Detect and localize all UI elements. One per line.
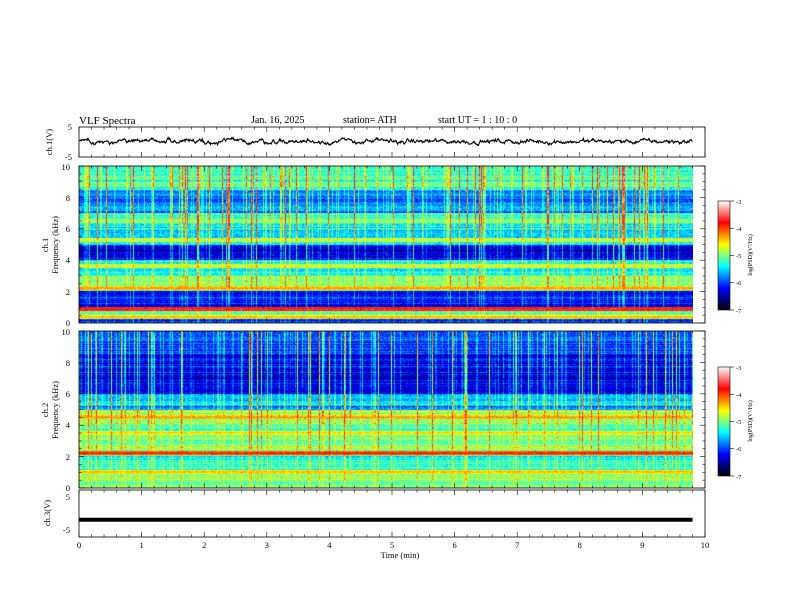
ch1-ytick-0: 0 [66, 318, 70, 328]
ch2-spectrogram-panel: 0 2 4 6 8 10 ch.2 Frequency (kHz) [40, 327, 706, 493]
ch2-spectrogram-ylabel-channel: ch.2 [40, 403, 50, 417]
colorbar-ch1-gradient [718, 201, 730, 310]
ch2-spectrogram-ylabel-frequency: Frequency (kHz) [50, 381, 60, 439]
ch1-ytick-2: 2 [66, 287, 70, 297]
time-tick-label: 3 [265, 540, 269, 550]
ch1-spectrogram-panel: 0 2 4 6 8 10 ch.1 Frequency (kHz) [40, 162, 706, 328]
figure-title: VLF Spectra [79, 115, 136, 127]
time-tick-label: 6 [452, 540, 456, 550]
time-tick-label: 5 [390, 540, 394, 550]
ch1-freq-tick-labels: 0 2 4 6 8 10 [62, 162, 71, 328]
ch1-waveform-ticks [78, 127, 706, 157]
time-tick-label: 10 [701, 540, 710, 550]
ch1-spectrogram-image [79, 166, 693, 323]
time-axis-label: Time (min) [381, 550, 420, 560]
time-axis-tick-labels: 0 1 2 3 4 5 6 7 8 9 10 [77, 540, 709, 550]
date-label: Jan. 16, 2025 [251, 115, 304, 126]
colorbar-ch1-tick: -4 [736, 226, 742, 233]
time-tick-label: 1 [139, 540, 143, 550]
ch3-ytick-top: 5 [66, 492, 70, 502]
ch1-ytick-8: 8 [66, 193, 70, 203]
ch1-ytick-6: 6 [66, 224, 70, 234]
colorbar-ch2-ticks: -3 -4 -5 -6 -7 [730, 365, 742, 481]
ch1-ylabel: ch.1(V) [44, 129, 54, 155]
station-label: station= ATH [343, 115, 397, 126]
colorbar-ch1-ticks: -3 -4 -5 -6 -7 [730, 199, 742, 315]
ch2-ytick-10: 10 [62, 327, 71, 337]
time-tick-label: 4 [327, 540, 332, 550]
ch2-ytick-2: 2 [66, 452, 70, 462]
ch2-ytick-8: 8 [66, 358, 70, 368]
colorbar-ch1: -3 -4 -5 -6 -7 log(PSD)(V²/Hz) [717, 199, 754, 315]
colorbar-ch2: -3 -4 -5 -6 -7 log(PSD)(V²/Hz) [717, 365, 754, 481]
colorbar-ch1-tick: -7 [736, 308, 742, 315]
ch1-spectrogram-ticks [78, 165, 706, 324]
colorbar-ch1-label: log(PSD)(V²/Hz) [747, 234, 754, 275]
ch3-waveform-frame [78, 489, 706, 538]
ch3-waveform-panel: 5 -5 ch.3(V) [42, 489, 706, 538]
ch1-ytick-top: 5 [68, 122, 72, 132]
ch3-waveform-ticks [78, 490, 706, 537]
time-tick-label: 7 [515, 540, 519, 550]
time-tick-label: 9 [640, 540, 644, 550]
colorbar-ch2-tick: -6 [736, 446, 742, 453]
colorbar-ch2-tick: -3 [736, 365, 741, 372]
colorbar-ch1-tick: -3 [736, 199, 741, 206]
colorbar-ch2-tick: -7 [736, 474, 742, 481]
colorbar-ch2-label: log(PSD)(V²/Hz) [747, 400, 754, 441]
colorbar-ch1-tick: -6 [736, 280, 742, 287]
ch2-ytick-6: 6 [66, 389, 70, 399]
colorbar-ch2-tick: -4 [736, 392, 742, 399]
ch1-ytick-4: 4 [66, 255, 71, 265]
ch2-spectrogram-image [79, 331, 693, 488]
ch1-ytick-10: 10 [62, 162, 71, 172]
ch2-ytick-0: 0 [66, 483, 70, 493]
ch2-ytick-4: 4 [66, 420, 71, 430]
time-tick-label: 8 [578, 540, 582, 550]
ch1-spectrogram-ylabel-frequency: Frequency (kHz) [50, 216, 60, 274]
colorbar-ch1-tick: -5 [736, 253, 741, 260]
colorbar-ch2-tick: -5 [736, 419, 741, 426]
colorbar-ch2-gradient [718, 367, 730, 476]
ch1-waveform-panel: 5 -5 ch.1(V) [44, 122, 706, 162]
ch1-ytick-bottom: -5 [65, 152, 72, 162]
start-ut-label: start UT = 1 : 10 : 0 [438, 115, 517, 126]
ch1-spectrogram-ylabel-channel: ch.1 [40, 238, 50, 252]
ch3-ylabel: ch.3(V) [42, 500, 52, 526]
time-tick-label: 0 [77, 540, 81, 550]
ch2-freq-tick-labels: 0 2 4 6 8 10 [62, 327, 71, 493]
ch2-spectrogram-ticks [78, 330, 706, 489]
ch1-waveform-line [78, 136, 693, 147]
time-tick-label: 2 [202, 540, 206, 550]
ch3-ytick-bottom: -5 [63, 525, 70, 535]
